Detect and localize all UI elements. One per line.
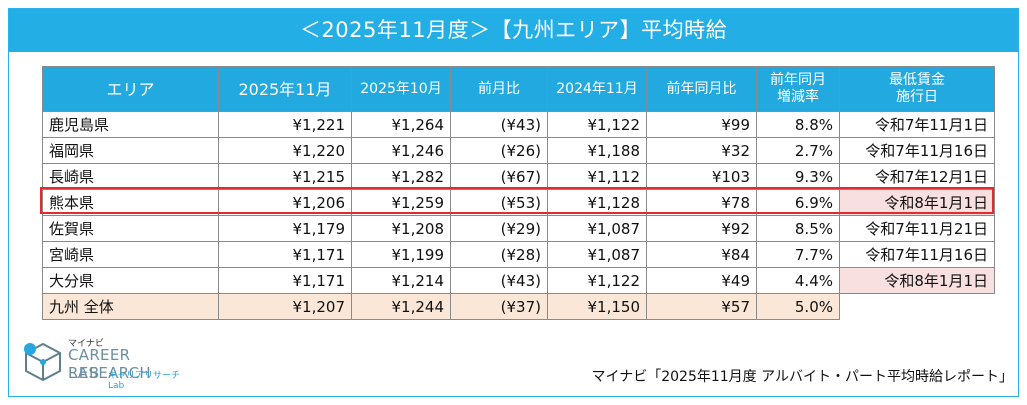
cell-rate: 8.5% — [756, 215, 840, 242]
logo-line2-sub: キャリアリサーチLab — [108, 371, 181, 391]
brand-logo: マイナビ CAREER RESEARCH LAB キャリアリサーチLab — [22, 336, 192, 391]
cell-nov2025: ¥1,221 — [218, 111, 352, 138]
cell-mom: (¥43) — [450, 111, 548, 138]
cell-nov2025: ¥1,171 — [218, 241, 352, 268]
table-total-row: 九州 全体 ¥1,207 ¥1,244 (¥37) ¥1,150 ¥57 5.0… — [42, 293, 995, 320]
header-yoy-rate-line2: 増減率 — [777, 89, 819, 105]
cell-empty — [839, 293, 995, 320]
logo-kana: マイナビ — [68, 339, 104, 349]
cell-nov2025: ¥1,206 — [218, 189, 352, 216]
cell-nov2024: ¥1,122 — [547, 111, 647, 138]
cell-date: 令和7年11月16日 — [839, 137, 995, 164]
page-title: ＜2025年11月度＞【九州エリア】平均時給 — [9, 9, 1018, 52]
cell-nov2024: ¥1,087 — [547, 215, 647, 242]
table-row: 長崎県 ¥1,215 ¥1,282 (¥67) ¥1,112 ¥103 9.3%… — [42, 163, 995, 190]
cell-yoy: ¥84 — [646, 241, 757, 268]
cell-rate: 5.0% — [756, 293, 840, 320]
header-nov2024: 2024年11月 — [547, 66, 647, 112]
table-row-highlighted: 熊本県 ¥1,206 ¥1,259 (¥53) ¥1,128 ¥78 6.9% … — [42, 189, 995, 216]
cell-nov2024: ¥1,112 — [547, 163, 647, 190]
cell-oct2025: ¥1,246 — [351, 137, 451, 164]
cell-yoy: ¥92 — [646, 215, 757, 242]
header-nov2025: 2025年11月 — [218, 66, 352, 112]
header-minwage: 最低賃金 施行日 — [839, 66, 995, 112]
cell-area: 大分県 — [42, 267, 219, 294]
cell-oct2025: ¥1,214 — [351, 267, 451, 294]
table-row: 佐賀県 ¥1,179 ¥1,208 (¥29) ¥1,087 ¥92 8.5% … — [42, 215, 995, 242]
table-row: 大分県 ¥1,171 ¥1,214 (¥43) ¥1,122 ¥49 4.4% … — [42, 267, 995, 294]
cell-area: 宮崎県 — [42, 241, 219, 268]
cell-nov2025: ¥1,207 — [218, 293, 352, 320]
cube-logo-icon — [24, 342, 61, 382]
cell-nov2024: ¥1,188 — [547, 137, 647, 164]
cell-nov2024: ¥1,122 — [547, 267, 647, 294]
header-yoy-rate-line1: 前年同月 — [770, 72, 826, 88]
cell-nov2024: ¥1,128 — [547, 189, 647, 216]
cell-oct2025: ¥1,259 — [351, 189, 451, 216]
cell-rate: 6.9% — [756, 189, 840, 216]
cell-nov2025: ¥1,179 — [218, 215, 352, 242]
cell-rate: 8.8% — [756, 111, 840, 138]
header-oct2025: 2025年10月 — [351, 66, 451, 112]
cell-mom: (¥29) — [450, 215, 548, 242]
cell-mom: (¥28) — [450, 241, 548, 268]
header-mom: 前月比 — [450, 66, 548, 112]
cell-date: 令和7年12月1日 — [839, 163, 995, 190]
logo-line2: LAB — [68, 364, 101, 382]
cell-rate: 4.4% — [756, 267, 840, 294]
cell-area: 福岡県 — [42, 137, 219, 164]
table-row: 鹿児島県 ¥1,221 ¥1,264 (¥43) ¥1,122 ¥99 8.8%… — [42, 111, 995, 138]
cell-yoy: ¥99 — [646, 111, 757, 138]
wage-table: エリア 2025年11月 2025年10月 前月比 2024年11月 前年同月比… — [42, 66, 995, 320]
cell-oct2025: ¥1,208 — [351, 215, 451, 242]
table-row: 福岡県 ¥1,220 ¥1,246 (¥26) ¥1,188 ¥32 2.7% … — [42, 137, 995, 164]
cell-mom: (¥67) — [450, 163, 548, 190]
header-area: エリア — [42, 66, 219, 112]
header-minwage-line2: 施行日 — [896, 89, 938, 105]
cell-yoy: ¥78 — [646, 189, 757, 216]
cell-nov2025: ¥1,220 — [218, 137, 352, 164]
cell-yoy: ¥32 — [646, 137, 757, 164]
cell-rate: 9.3% — [756, 163, 840, 190]
cell-nov2024: ¥1,150 — [547, 293, 647, 320]
cell-oct2025: ¥1,264 — [351, 111, 451, 138]
cell-nov2025: ¥1,171 — [218, 267, 352, 294]
cell-yoy: ¥103 — [646, 163, 757, 190]
cell-area: 長崎県 — [42, 163, 219, 190]
cell-oct2025: ¥1,199 — [351, 241, 451, 268]
cell-oct2025: ¥1,244 — [351, 293, 451, 320]
cell-oct2025: ¥1,282 — [351, 163, 451, 190]
cell-yoy: ¥57 — [646, 293, 757, 320]
cell-date: 令和8年1月1日 — [839, 189, 995, 216]
logo-line1: CAREER RESEARCH — [68, 346, 151, 382]
cell-rate: 7.7% — [756, 241, 840, 268]
cell-nov2024: ¥1,087 — [547, 241, 647, 268]
header-yoy: 前年同月比 — [646, 66, 757, 112]
cell-date: 令和7年11月1日 — [839, 111, 995, 138]
cell-nov2025: ¥1,215 — [218, 163, 352, 190]
cell-date: 令和7年11月21日 — [839, 215, 995, 242]
source-citation: マイナビ「2025年11月度 アルバイト・パート平均時給レポート」 — [591, 369, 1013, 385]
header-minwage-line1: 最低賃金 — [889, 72, 945, 88]
table-header-row: エリア 2025年11月 2025年10月 前月比 2024年11月 前年同月比… — [42, 66, 995, 112]
cell-area: 佐賀県 — [42, 215, 219, 242]
cell-mom: (¥53) — [450, 189, 548, 216]
cell-yoy: ¥49 — [646, 267, 757, 294]
table-row: 宮崎県 ¥1,171 ¥1,199 (¥28) ¥1,087 ¥84 7.7% … — [42, 241, 995, 268]
cell-mom: (¥43) — [450, 267, 548, 294]
cell-date: 令和7年11月16日 — [839, 241, 995, 268]
cell-rate: 2.7% — [756, 137, 840, 164]
cell-mom: (¥37) — [450, 293, 548, 320]
cell-area: 鹿児島県 — [42, 111, 219, 138]
cell-mom: (¥26) — [450, 137, 548, 164]
cell-date: 令和8年1月1日 — [839, 267, 995, 294]
cell-area: 九州 全体 — [42, 293, 219, 320]
cell-area: 熊本県 — [42, 189, 219, 216]
header-yoy-rate: 前年同月 増減率 — [756, 66, 840, 112]
